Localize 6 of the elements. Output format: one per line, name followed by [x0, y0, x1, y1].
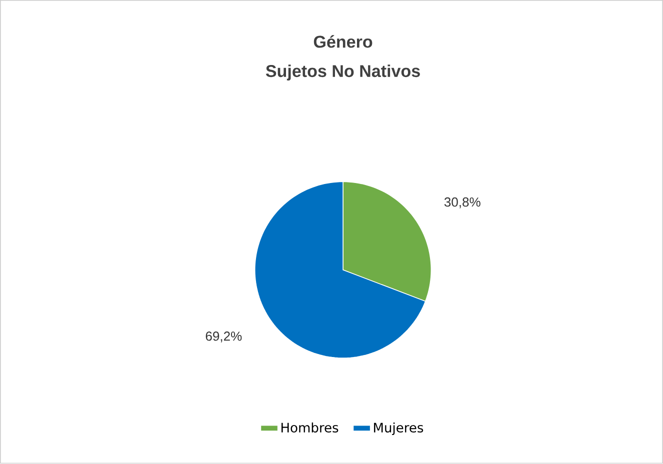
data-label: 69,2% [206, 332, 242, 343]
chart-subtitle: Sujetos No Nativos [266, 64, 420, 81]
chart-title: Género [314, 35, 372, 48]
legend-label: Mujeres [374, 422, 424, 436]
data-label: 30,8% [444, 198, 480, 208]
legend-label: Hombres [282, 422, 338, 433]
